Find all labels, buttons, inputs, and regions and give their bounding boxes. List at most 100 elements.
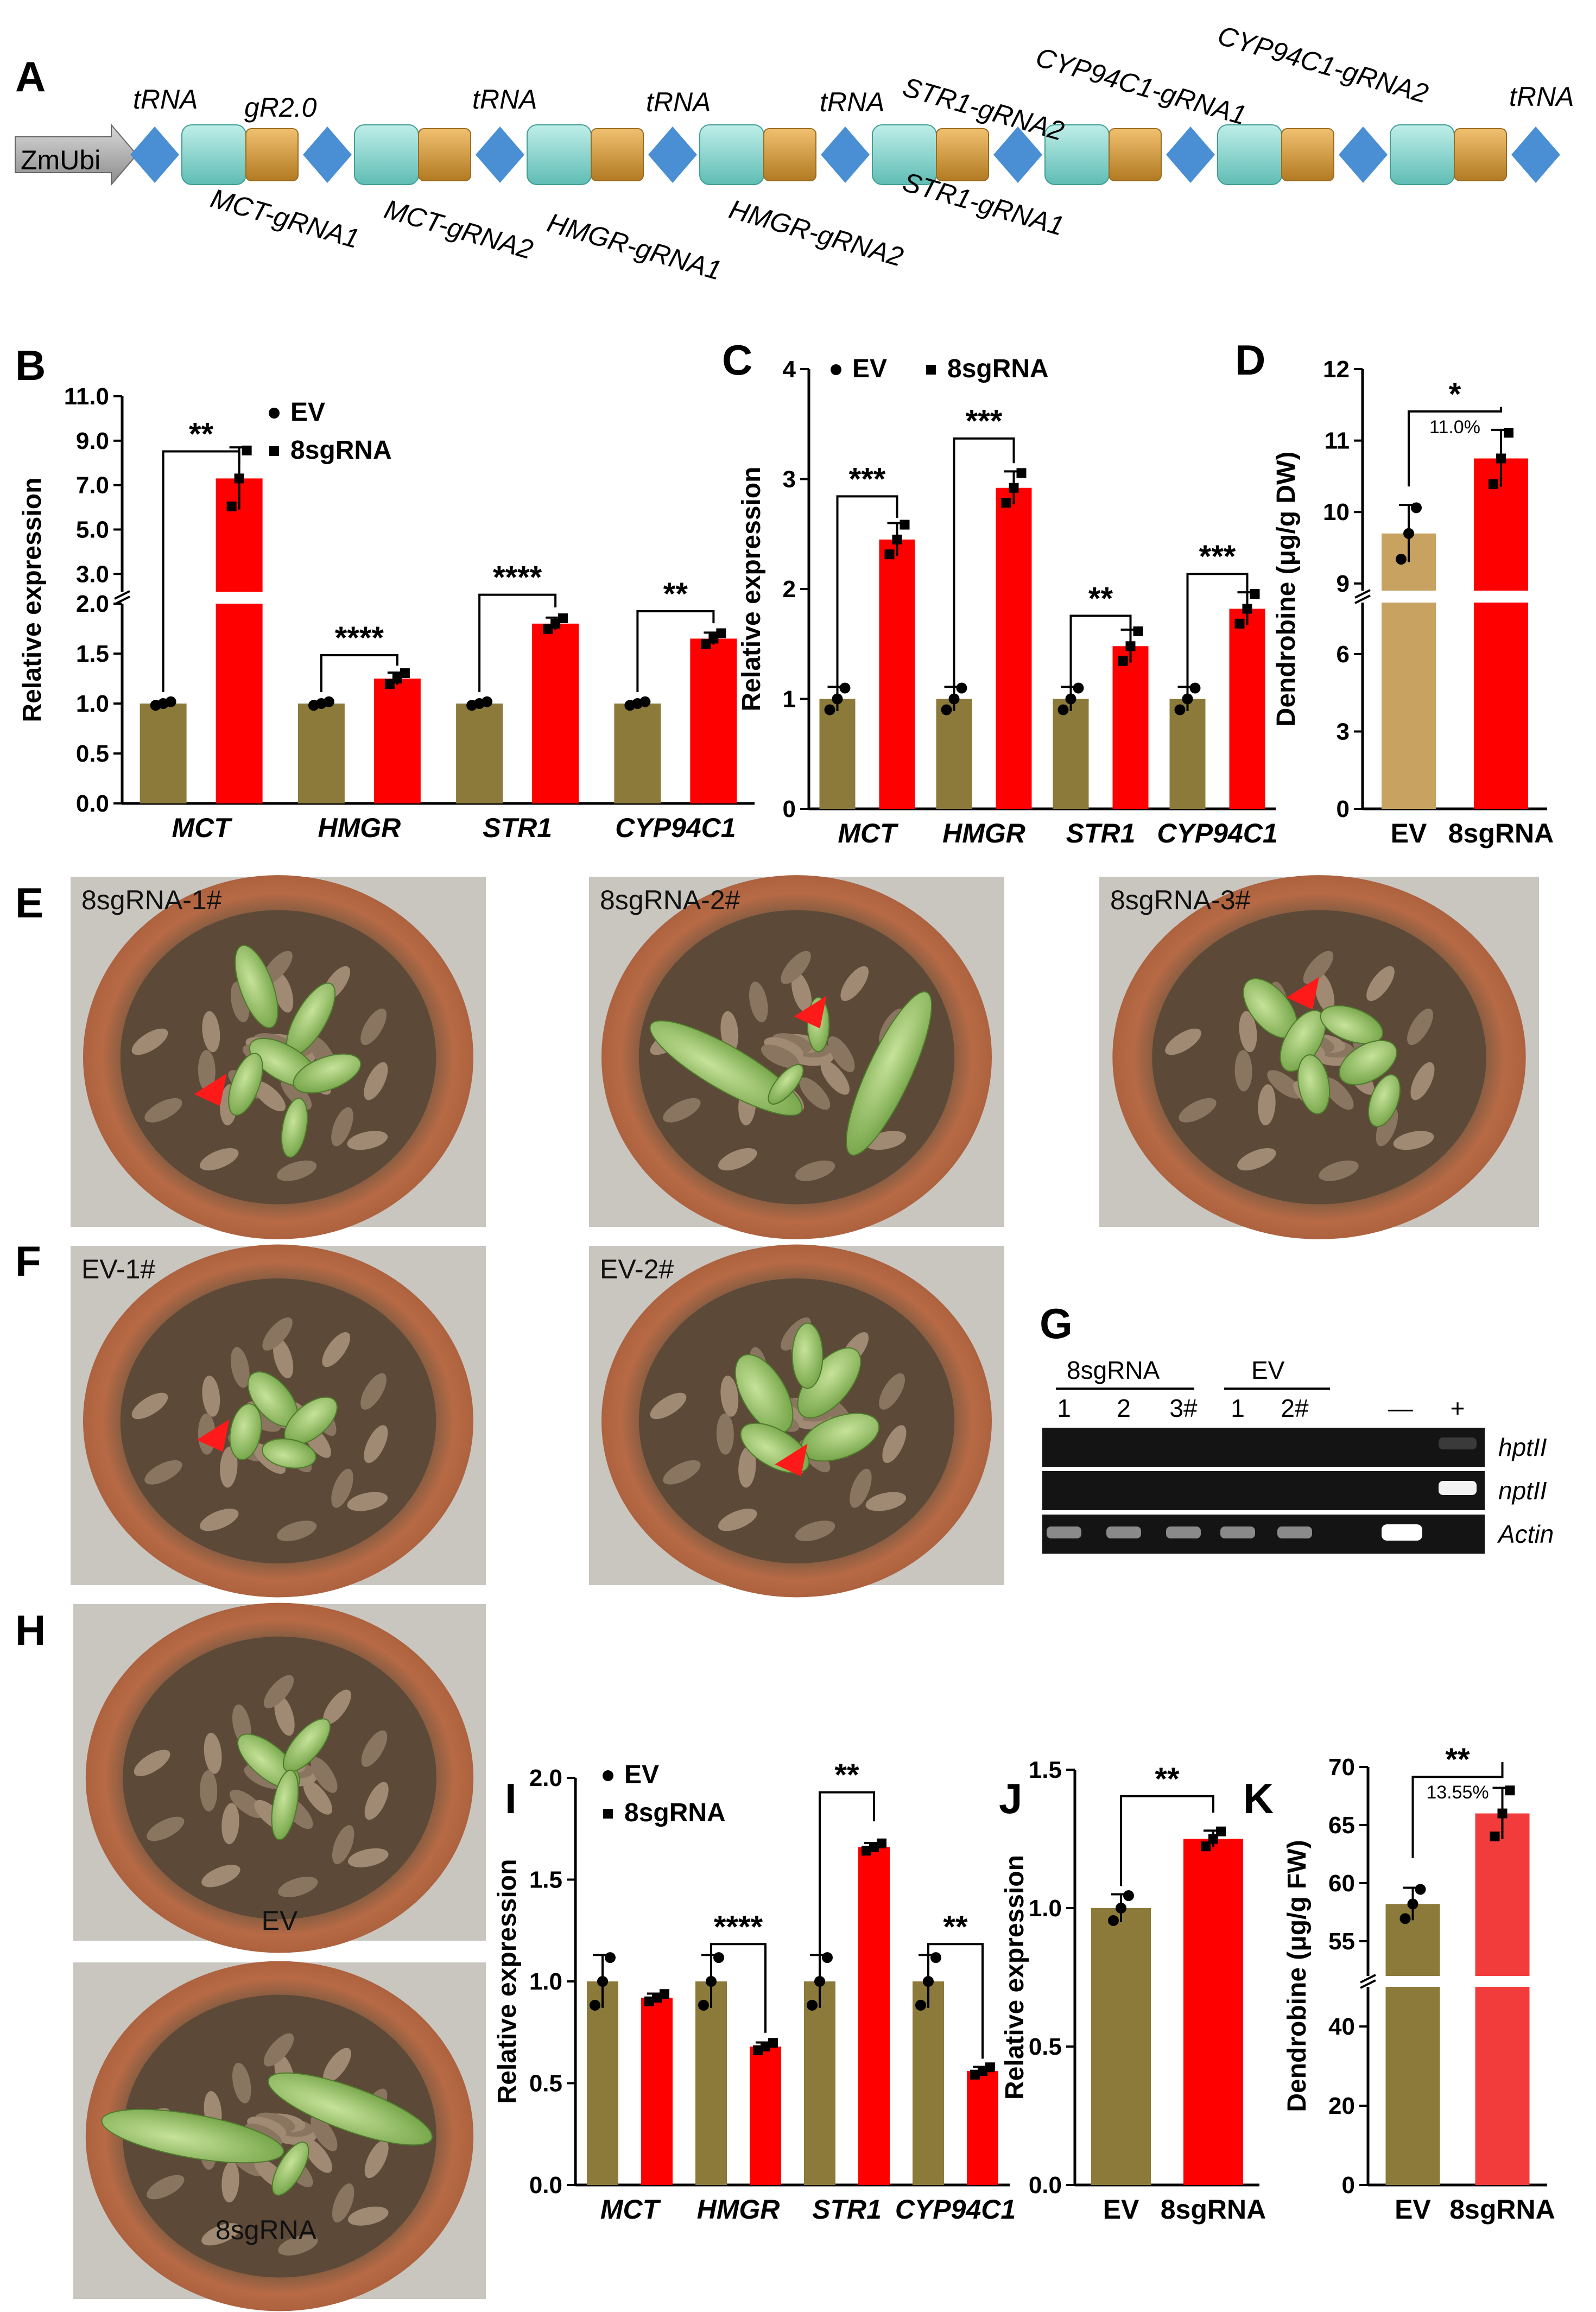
y-tick-label: 0.0 <box>1029 2172 1062 2199</box>
bar-break-gap <box>1384 1976 1441 1987</box>
data-point <box>165 696 176 707</box>
data-point <box>1125 641 1136 651</box>
chart-c: 0 1 2 3 4 Relative expression MCT *** HMGR *** STR… <box>737 354 1278 848</box>
data-point <box>1201 1841 1211 1852</box>
plant-leaf <box>1320 1005 1384 1044</box>
bark-chip <box>322 1332 351 1367</box>
data-point <box>1396 554 1407 565</box>
x-category-label: EV <box>1395 2194 1431 2225</box>
bark-chip <box>840 966 869 1002</box>
bark-chip <box>199 1509 239 1531</box>
construct-bottom-label: HMGR-gRNA2 <box>726 194 907 273</box>
data-point <box>1505 1785 1515 1796</box>
scaffold-box <box>591 128 644 181</box>
data-point <box>1216 1826 1226 1836</box>
bark-chip <box>1303 951 1334 984</box>
significance-bracket <box>1411 1762 1504 1858</box>
data-point <box>1504 428 1513 438</box>
x-category-label: STR1 <box>812 2194 882 2225</box>
plant-leaf <box>1297 1054 1331 1114</box>
photo-caption-ev: EV <box>262 1905 298 1936</box>
data-point <box>1016 468 1027 478</box>
significance-bracket <box>953 437 1015 687</box>
data-point <box>323 696 334 707</box>
panel-j: J 0.0 0.5 1.0 1.5 Relative expression EV ** 8sg… <box>999 1757 1266 2225</box>
bark-chip <box>276 1521 317 1542</box>
gel-lane-label: — <box>1388 1394 1413 1422</box>
gel-strip <box>1042 1428 1485 1467</box>
significance-label: **** <box>493 560 542 596</box>
photo-caption: 8sgRNA-2# <box>600 885 740 915</box>
gel-lane-label: + <box>1451 1394 1465 1422</box>
data-point <box>1065 693 1076 705</box>
construct-top-label: tRNA <box>1509 81 1574 112</box>
panel-label-c: C <box>722 336 752 384</box>
significance-bracket <box>1408 407 1502 487</box>
data-point <box>877 1838 886 1848</box>
bark-chip <box>1165 1028 1201 1055</box>
bark-chip <box>278 2235 318 2256</box>
red-arrow <box>197 1419 230 1452</box>
x-category-label: HMGR <box>697 2194 780 2225</box>
panel-label-j: J <box>999 1775 1022 1822</box>
bark-chip <box>347 1492 388 1511</box>
data-point <box>1234 618 1245 629</box>
bar <box>1385 1904 1440 2185</box>
data-point <box>948 693 960 705</box>
grna-spacer-box <box>1217 124 1282 185</box>
bark-chip <box>262 1317 293 1351</box>
legend-marker-sgrna <box>269 446 279 456</box>
gel-band <box>1439 1437 1477 1449</box>
bark-chip <box>221 1803 239 1845</box>
bark-chip <box>663 1460 701 1485</box>
legend-label-sgrna: 8sgRNA <box>290 436 392 465</box>
data-point <box>597 1976 608 1987</box>
promoter-arrow <box>15 123 138 186</box>
bark-chip <box>364 1782 389 1820</box>
construct-top-label: tRNA <box>472 84 537 115</box>
panel-h: H EV 8sgRNA <box>15 1602 486 2311</box>
significance-bracket <box>836 495 898 687</box>
data-point <box>1490 1831 1500 1841</box>
y-tick-label: 20 <box>1328 2093 1355 2119</box>
data-point <box>1116 1903 1126 1914</box>
gel-band <box>1277 1526 1312 1538</box>
data-point <box>660 1989 669 1999</box>
bark-chip <box>1407 1008 1433 1046</box>
bark-chip <box>252 1081 286 1112</box>
photos-e: 8sgRNA-1# 8sgRNA-2# 8sgRNA-3# <box>71 875 1539 1239</box>
gel-lane-label: 1 <box>1057 1394 1071 1422</box>
bark-chip <box>364 1062 388 1100</box>
chart-b: 0.0 0.5 1.0 1.5 2.0 3.0 5.0 7.0 9.0 11.0 Relative … <box>18 383 755 843</box>
bar-break-gap <box>1474 1976 1531 1987</box>
bark-chip <box>764 1037 803 1059</box>
data-point <box>892 534 902 544</box>
data-point <box>915 1999 926 2011</box>
photos-f: EV-1# EV-2# <box>71 1244 1004 1598</box>
chart-d: 0 3 6 9 10 11 12 Dendrobine (μg/g DW) EV * 11.0% 8s… <box>1272 356 1554 848</box>
data-point <box>1496 453 1506 464</box>
construct-bottom-label: MCT-gRNA1 <box>207 183 363 254</box>
bar <box>1475 1813 1530 2185</box>
gel-row-label: hptII <box>1498 1433 1547 1461</box>
construct-top-label: tRNA <box>820 87 884 117</box>
gel-strip <box>1042 1471 1485 1510</box>
gel-group-8sgrna: 8sgRNA <box>1067 1356 1160 1384</box>
y-tick-label: 0 <box>783 796 796 822</box>
x-category-label: 8sgRNA <box>1449 2194 1555 2225</box>
panel-c: C 0 1 2 3 4 Relative expression MCT *** HMGR *** S… <box>722 336 1278 848</box>
bark-chip <box>199 1148 239 1171</box>
trna-diamond <box>476 126 524 183</box>
y-tick-label: 70 <box>1328 1754 1355 1781</box>
bark-chip <box>230 1347 250 1388</box>
bark-chip <box>323 2048 351 2083</box>
significance-bracket <box>636 610 715 692</box>
data-point <box>639 696 651 707</box>
bark-chip <box>650 1392 687 1420</box>
panel-i: I 0.0 0.5 1.0 1.5 2.0 Relative expression MCT H… <box>493 1758 1016 2225</box>
bark-chip <box>1234 1050 1252 1092</box>
data-point <box>1497 1808 1508 1819</box>
data-point <box>978 2066 987 2076</box>
data-point <box>900 520 910 530</box>
